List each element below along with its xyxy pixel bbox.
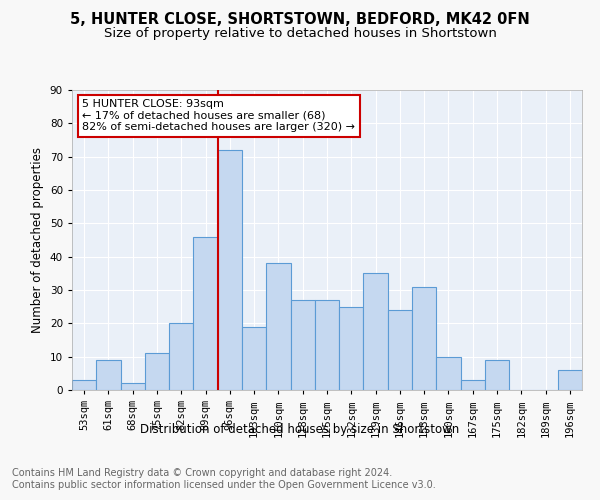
Text: Contains HM Land Registry data © Crown copyright and database right 2024.
Contai: Contains HM Land Registry data © Crown c…: [12, 468, 436, 490]
Bar: [266, 264, 290, 390]
Bar: [339, 306, 364, 390]
Bar: [290, 300, 315, 390]
Bar: [558, 370, 582, 390]
Bar: [121, 384, 145, 390]
Text: 5, HUNTER CLOSE, SHORTSTOWN, BEDFORD, MK42 0FN: 5, HUNTER CLOSE, SHORTSTOWN, BEDFORD, MK…: [70, 12, 530, 28]
Text: Distribution of detached houses by size in Shortstown: Distribution of detached houses by size …: [140, 422, 460, 436]
Text: Size of property relative to detached houses in Shortstown: Size of property relative to detached ho…: [104, 28, 496, 40]
Bar: [72, 380, 96, 390]
Text: 5 HUNTER CLOSE: 93sqm
← 17% of detached houses are smaller (68)
82% of semi-deta: 5 HUNTER CLOSE: 93sqm ← 17% of detached …: [82, 99, 355, 132]
Bar: [485, 360, 509, 390]
Bar: [388, 310, 412, 390]
Bar: [412, 286, 436, 390]
Bar: [364, 274, 388, 390]
Bar: [461, 380, 485, 390]
Bar: [169, 324, 193, 390]
Bar: [436, 356, 461, 390]
Y-axis label: Number of detached properties: Number of detached properties: [31, 147, 44, 333]
Bar: [218, 150, 242, 390]
Bar: [96, 360, 121, 390]
Bar: [242, 326, 266, 390]
Bar: [315, 300, 339, 390]
Bar: [145, 354, 169, 390]
Bar: [193, 236, 218, 390]
